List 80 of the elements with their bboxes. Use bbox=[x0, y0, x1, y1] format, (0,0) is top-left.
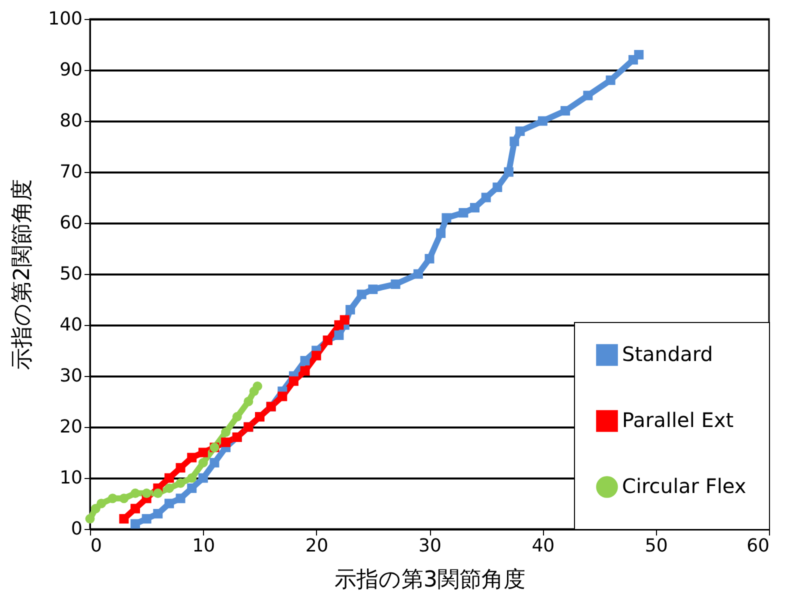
point bbox=[300, 366, 310, 376]
point bbox=[108, 494, 118, 504]
x-tick-label: 20 bbox=[305, 536, 328, 556]
point bbox=[153, 508, 163, 518]
y-axis-title: 示指の第2関節角度 bbox=[10, 179, 36, 370]
point bbox=[458, 208, 468, 218]
point bbox=[119, 514, 129, 524]
point bbox=[176, 463, 186, 473]
y-tick-label: 0 bbox=[71, 518, 82, 540]
y-tick-label: 10 bbox=[60, 468, 82, 488]
x-axis-title: 示指の第3関節角度 bbox=[334, 568, 526, 592]
point bbox=[164, 483, 174, 493]
point bbox=[470, 202, 480, 212]
point bbox=[221, 427, 231, 437]
point bbox=[356, 290, 366, 300]
point bbox=[606, 75, 616, 85]
point bbox=[634, 50, 644, 60]
x-tick-label: 30 bbox=[418, 536, 442, 556]
x-tick-label: 10 bbox=[192, 536, 216, 556]
point bbox=[504, 167, 514, 177]
point bbox=[288, 376, 298, 386]
point bbox=[252, 381, 262, 391]
point bbox=[164, 498, 174, 508]
point bbox=[198, 448, 208, 458]
legend-label: Circular Flex bbox=[622, 474, 746, 498]
point bbox=[130, 519, 140, 529]
point bbox=[164, 473, 174, 483]
y-tick-label: 80 bbox=[60, 110, 82, 132]
point bbox=[390, 279, 400, 289]
x-tick-label: 60 bbox=[746, 536, 770, 556]
x-tick-label: 40 bbox=[532, 536, 555, 556]
x-tick-label: 0 bbox=[90, 536, 102, 556]
point bbox=[510, 136, 520, 146]
point bbox=[142, 488, 152, 498]
point bbox=[198, 473, 208, 483]
y-tick-label: 70 bbox=[60, 162, 82, 182]
point bbox=[96, 498, 106, 508]
point bbox=[142, 514, 152, 524]
y-tick-label: 30 bbox=[60, 366, 82, 386]
y-tick-label: 90 bbox=[60, 60, 82, 80]
y-tick-label: 40 bbox=[60, 314, 82, 336]
point bbox=[119, 494, 129, 504]
point bbox=[244, 396, 254, 406]
point bbox=[583, 90, 593, 100]
point bbox=[153, 488, 163, 498]
point bbox=[187, 483, 197, 493]
point bbox=[187, 473, 197, 483]
y-tick-label: 100 bbox=[48, 8, 82, 30]
point bbox=[538, 116, 548, 126]
point bbox=[176, 478, 186, 488]
point bbox=[130, 504, 140, 514]
point bbox=[560, 106, 570, 116]
y-tick-label: 20 bbox=[60, 416, 82, 438]
point bbox=[232, 412, 242, 422]
point bbox=[492, 182, 502, 192]
point bbox=[278, 392, 288, 402]
y-tick-label: 50 bbox=[60, 264, 82, 284]
point bbox=[481, 192, 491, 202]
point bbox=[85, 514, 95, 524]
point bbox=[413, 269, 423, 279]
legend-label: Standard bbox=[622, 342, 713, 366]
point bbox=[221, 438, 231, 448]
y-tick-label: 60 bbox=[60, 212, 82, 234]
point bbox=[334, 330, 344, 340]
point bbox=[515, 126, 525, 136]
x-tick-label: 50 bbox=[644, 536, 668, 556]
point bbox=[424, 254, 434, 264]
point bbox=[176, 494, 186, 504]
point bbox=[340, 315, 350, 325]
point bbox=[130, 488, 140, 498]
point bbox=[368, 284, 378, 294]
point bbox=[300, 356, 310, 366]
point bbox=[442, 213, 452, 223]
point bbox=[436, 228, 446, 238]
point bbox=[312, 350, 322, 360]
point bbox=[198, 458, 208, 468]
point bbox=[210, 458, 220, 468]
point bbox=[187, 452, 197, 462]
legend-label: Parallel Ext bbox=[622, 408, 734, 432]
point bbox=[346, 304, 356, 314]
